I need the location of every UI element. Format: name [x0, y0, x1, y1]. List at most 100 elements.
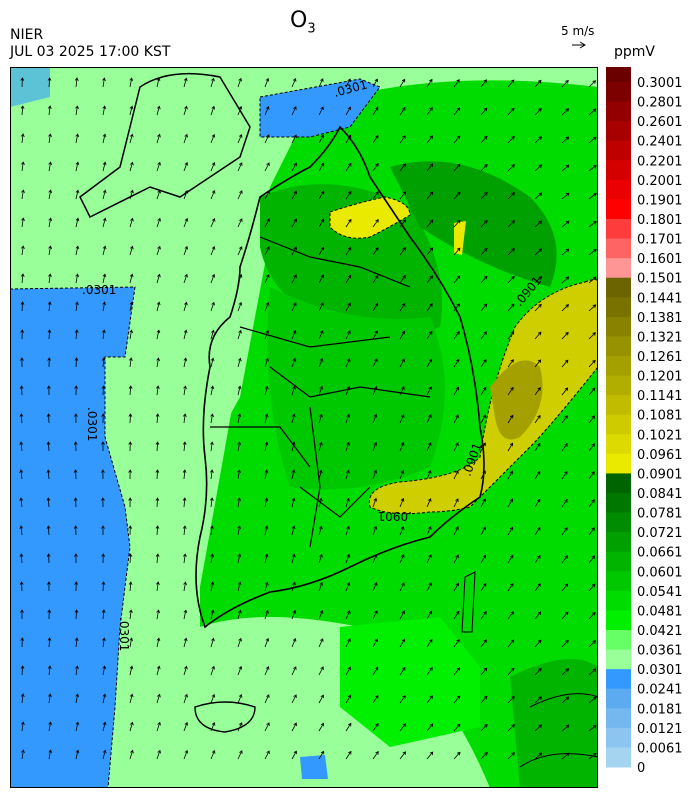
wind-arrow — [182, 441, 187, 452]
wind-arrow — [156, 245, 161, 256]
wind-arrow — [507, 164, 515, 172]
wind-arrow — [264, 190, 270, 200]
wind-arrow — [237, 301, 243, 312]
colorbar-label: 0.2801 — [637, 96, 683, 111]
wind-arrow — [480, 79, 487, 88]
wind-arrow — [318, 78, 324, 88]
wind-arrow — [372, 386, 378, 396]
wind-arrow — [507, 192, 516, 200]
wind-arrow — [399, 163, 406, 172]
wind-arrow — [75, 133, 80, 144]
contour-label: .0301 — [117, 617, 131, 651]
color-swatch — [606, 356, 631, 377]
wind-arrow — [48, 749, 53, 760]
wind-arrow — [318, 274, 324, 284]
wind-arrow — [480, 386, 487, 396]
wind-arrow — [453, 610, 460, 620]
wind-arrow — [480, 331, 487, 340]
wind-arrow — [210, 133, 216, 144]
wind-arrow — [264, 134, 270, 144]
wind-arrow — [426, 135, 434, 144]
wind-arrow — [182, 413, 187, 424]
wind-arrow — [588, 164, 597, 172]
wind-arrow — [210, 385, 215, 396]
wind-arrow — [237, 553, 242, 564]
wind-arrow — [453, 191, 461, 200]
wind-arrow — [156, 749, 161, 760]
wind-arrow — [75, 245, 80, 256]
wind-arrow — [588, 304, 597, 312]
wind-arrow — [264, 385, 269, 396]
wind-arrow — [183, 665, 188, 676]
wind-arrow — [101, 497, 105, 508]
colorbar-label: 0.1321 — [637, 330, 683, 345]
wind-arrow — [507, 442, 514, 452]
wind-arrow — [74, 329, 79, 340]
wind-arrow — [318, 302, 324, 312]
wind-arrow — [453, 470, 459, 480]
colorbar-label: 0.0421 — [637, 624, 683, 639]
wind-arrow — [588, 276, 597, 284]
wind-arrow — [291, 750, 297, 760]
wind-arrow — [210, 721, 216, 732]
wind-arrow — [480, 498, 486, 508]
wind-arrow — [237, 413, 242, 424]
wind-arrow — [345, 218, 352, 228]
color-swatch — [606, 101, 631, 122]
wind-arrow — [264, 218, 270, 228]
wind-arrow — [101, 441, 105, 452]
wind-arrow — [480, 191, 488, 200]
wind-arrow — [453, 498, 459, 508]
wind-arrow — [102, 133, 107, 144]
wind-arrow — [507, 220, 516, 228]
wind-arrow — [372, 553, 378, 564]
wind-arrow — [426, 386, 432, 396]
colorbar-label: 0.0781 — [637, 507, 683, 522]
wind-arrow — [534, 192, 543, 200]
wind-arrow — [399, 358, 405, 368]
wind-arrow — [129, 637, 134, 648]
color-swatch — [606, 551, 631, 572]
wind-arrow — [345, 610, 351, 620]
wind-arrow — [426, 191, 434, 200]
wind-arrow — [453, 554, 459, 564]
wind-arrow — [129, 609, 133, 620]
map: .0301.0301.0301.0301.0901.0901.0901 — [10, 67, 598, 788]
wind-scale-arrow — [572, 41, 586, 49]
wind-arrow — [534, 442, 541, 452]
wind-arrow — [318, 413, 323, 424]
wind-arrow — [453, 667, 460, 676]
wind-arrow — [237, 162, 243, 172]
wind-arrow — [534, 554, 541, 564]
colorbar-label: 0.2401 — [637, 135, 683, 150]
wind-arrow — [561, 527, 568, 536]
wind-arrow — [237, 190, 243, 200]
wind-arrow — [345, 302, 351, 312]
wind-arrow — [399, 106, 406, 116]
wind-arrow — [156, 637, 161, 648]
wind-arrow — [156, 609, 161, 620]
wind-arrow — [318, 581, 324, 592]
wind-arrow — [75, 105, 79, 116]
wind-arrow — [372, 638, 378, 648]
wind-arrow — [534, 696, 543, 704]
wind-arrow — [318, 106, 324, 116]
wind-arrow — [210, 273, 216, 284]
wind-arrow — [210, 553, 214, 564]
wind-arrow — [345, 497, 350, 508]
wind-arrow — [291, 441, 296, 452]
wind-arrow — [183, 105, 188, 116]
wind-arrow — [372, 751, 379, 760]
wind-arrow — [561, 164, 570, 172]
wind-arrow — [426, 358, 432, 368]
wind-arrow — [156, 357, 160, 368]
color-swatch — [606, 688, 631, 709]
wind-arrow — [561, 415, 568, 424]
wind-arrow — [561, 696, 570, 704]
wind-arrow — [480, 667, 488, 676]
wind-arrow — [534, 331, 542, 340]
wind-arrow — [74, 553, 78, 564]
wind-arrow — [182, 469, 187, 480]
wind-arrow — [480, 275, 488, 284]
wind-arrow — [102, 301, 107, 312]
